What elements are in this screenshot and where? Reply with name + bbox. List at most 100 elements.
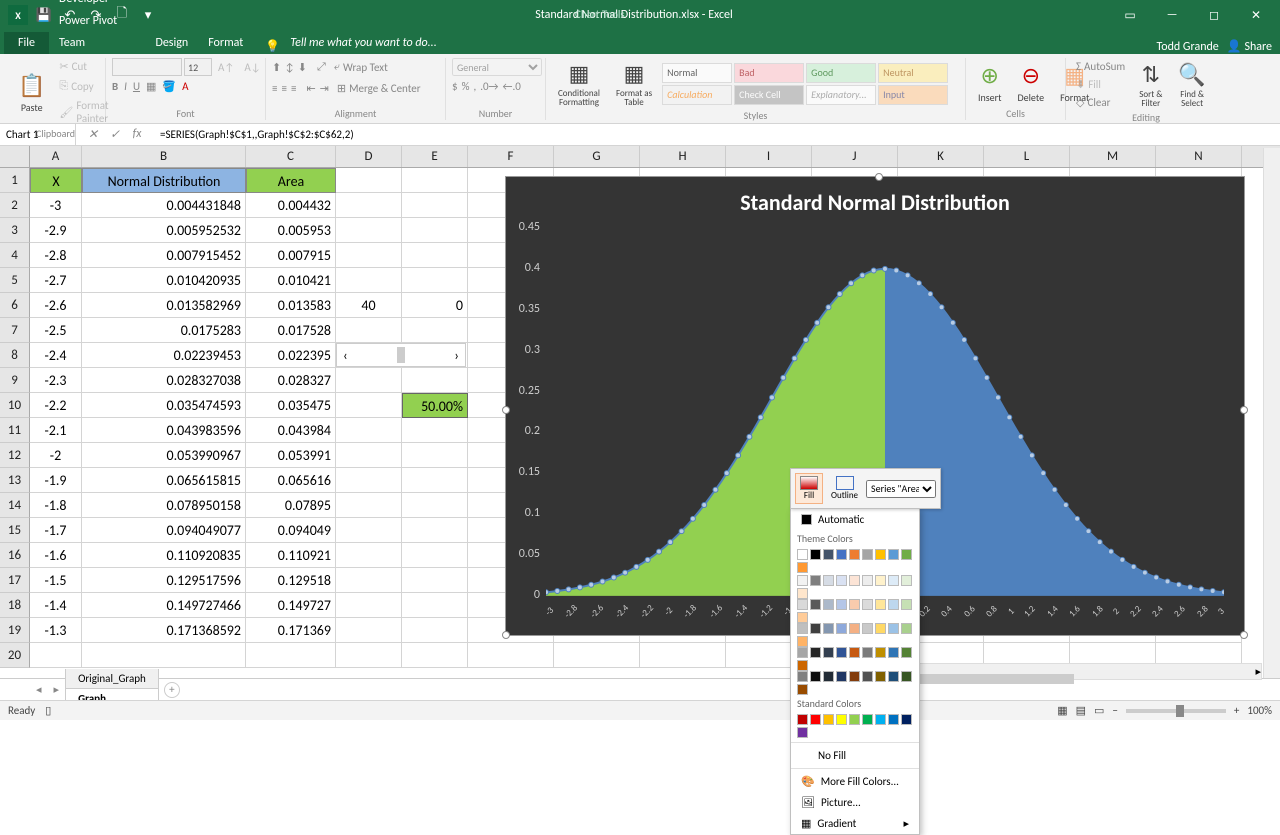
indent-right-icon[interactable]: ⇥: [320, 82, 329, 95]
sheet-tab[interactable]: Original_Graph: [65, 669, 159, 689]
row-header[interactable]: 1: [0, 168, 30, 193]
color-swatch[interactable]: [810, 623, 821, 634]
name-box[interactable]: Chart 1: [0, 124, 76, 145]
cell[interactable]: 0.149727466: [82, 593, 246, 618]
cell[interactable]: [402, 243, 468, 268]
row-header[interactable]: 14: [0, 493, 30, 518]
color-swatch[interactable]: [797, 727, 808, 738]
color-swatch[interactable]: [875, 549, 886, 560]
orientation-icon[interactable]: ⤢: [317, 60, 326, 74]
cut-button[interactable]: ✂ Cut: [55, 58, 112, 75]
cell[interactable]: 0.017528: [246, 318, 336, 343]
color-swatch[interactable]: [797, 549, 808, 560]
cell[interactable]: -2.1: [30, 418, 82, 443]
color-swatch[interactable]: [862, 549, 873, 560]
style-bad[interactable]: Bad: [734, 63, 804, 83]
color-swatch[interactable]: [836, 671, 847, 682]
cell[interactable]: [30, 643, 82, 668]
color-swatch[interactable]: [849, 647, 860, 658]
color-swatch[interactable]: [823, 575, 834, 586]
color-swatch[interactable]: [849, 599, 860, 610]
merge-button[interactable]: ⊞ Merge & Center: [333, 80, 425, 97]
format-painter-button[interactable]: 🖌 Format Painter: [55, 97, 112, 127]
color-swatch[interactable]: [901, 599, 912, 610]
color-swatch[interactable]: [823, 549, 834, 560]
gradient-fill-option[interactable]: ▦Gradient▸: [791, 813, 919, 834]
zoom-level[interactable]: 100%: [1247, 704, 1272, 717]
row-header[interactable]: 2: [0, 193, 30, 218]
color-swatch[interactable]: [797, 636, 808, 647]
color-swatch[interactable]: [797, 588, 808, 599]
color-swatch[interactable]: [823, 599, 834, 610]
align-center-icon[interactable]: ≡: [281, 82, 286, 95]
font-name-input[interactable]: [112, 58, 182, 76]
color-swatch[interactable]: [810, 575, 821, 586]
minimize-icon[interactable]: —: [1152, 1, 1192, 29]
cell[interactable]: [402, 443, 468, 468]
percent-slider[interactable]: ‹›: [336, 343, 466, 367]
cell[interactable]: [336, 518, 402, 543]
color-swatch[interactable]: [888, 599, 899, 610]
color-swatch[interactable]: [901, 671, 912, 682]
cell[interactable]: 0.053991: [246, 443, 336, 468]
color-swatch[interactable]: [849, 623, 860, 634]
cell[interactable]: 0.013582969: [82, 293, 246, 318]
close-icon[interactable]: ✕: [1236, 1, 1276, 29]
color-swatch[interactable]: [810, 549, 821, 560]
column-header[interactable]: C: [246, 146, 336, 167]
tab-power-pivot[interactable]: Power Pivot: [49, 10, 127, 32]
cell[interactable]: -3: [30, 193, 82, 218]
row-header[interactable]: 3: [0, 218, 30, 243]
increase-decimal-icon[interactable]: .0→: [480, 80, 498, 93]
cell[interactable]: 0.035475: [246, 393, 336, 418]
column-header[interactable]: H: [640, 146, 726, 167]
autosum-button[interactable]: Σ AutoSum: [1072, 58, 1129, 75]
color-swatch[interactable]: [875, 623, 886, 634]
more-icon[interactable]: ▾: [138, 5, 158, 25]
cell[interactable]: -1.5: [30, 568, 82, 593]
cell[interactable]: -2.3: [30, 368, 82, 393]
color-swatch[interactable]: [888, 647, 899, 658]
column-header[interactable]: N: [1156, 146, 1242, 167]
style-calculation[interactable]: Calculation: [662, 85, 732, 105]
style-neutral[interactable]: Neutral: [878, 63, 948, 83]
cell[interactable]: [336, 243, 402, 268]
cell[interactable]: 0.110920835: [82, 543, 246, 568]
align-top-icon[interactable]: ⬆: [272, 61, 281, 74]
find-select-button[interactable]: 🔍Find &Select: [1172, 59, 1211, 110]
cell[interactable]: -1.3: [30, 618, 82, 643]
color-swatch[interactable]: [797, 562, 808, 573]
cell[interactable]: [402, 168, 468, 193]
cell[interactable]: 0.007915: [246, 243, 336, 268]
row-header[interactable]: 15: [0, 518, 30, 543]
cell[interactable]: 0.010420935: [82, 268, 246, 293]
cell[interactable]: 0.171369: [246, 618, 336, 643]
cell[interactable]: 0.028327: [246, 368, 336, 393]
number-format-select[interactable]: General: [452, 58, 542, 76]
cell[interactable]: -1.6: [30, 543, 82, 568]
cell[interactable]: 0: [402, 293, 468, 318]
cell[interactable]: [336, 218, 402, 243]
spreadsheet-grid[interactable]: ABCDEFGHIJKLMN 1XNormal DistributionArea…: [0, 146, 1280, 670]
row-header[interactable]: 12: [0, 443, 30, 468]
color-swatch[interactable]: [888, 671, 899, 682]
column-header[interactable]: I: [726, 146, 812, 167]
cell[interactable]: 40: [336, 293, 402, 318]
maximize-icon[interactable]: ◻: [1194, 1, 1234, 29]
color-swatch[interactable]: [849, 575, 860, 586]
style-good[interactable]: Good: [806, 63, 876, 83]
more-fill-colors-option[interactable]: 🎨More Fill Colors...: [791, 771, 919, 792]
color-swatch[interactable]: [810, 599, 821, 610]
cell[interactable]: 0.065615815: [82, 468, 246, 493]
cell[interactable]: -2.9: [30, 218, 82, 243]
color-swatch[interactable]: [862, 575, 873, 586]
column-header[interactable]: E: [402, 146, 468, 167]
cell[interactable]: [402, 618, 468, 643]
row-header[interactable]: 6: [0, 293, 30, 318]
picture-fill-option[interactable]: 🖼Picture...: [791, 792, 919, 813]
column-header[interactable]: A: [30, 146, 82, 167]
cell[interactable]: 0.007915452: [82, 243, 246, 268]
style-explanatory[interactable]: Explanatory...: [806, 85, 876, 105]
color-swatch[interactable]: [823, 647, 834, 658]
cell[interactable]: 0.094049077: [82, 518, 246, 543]
